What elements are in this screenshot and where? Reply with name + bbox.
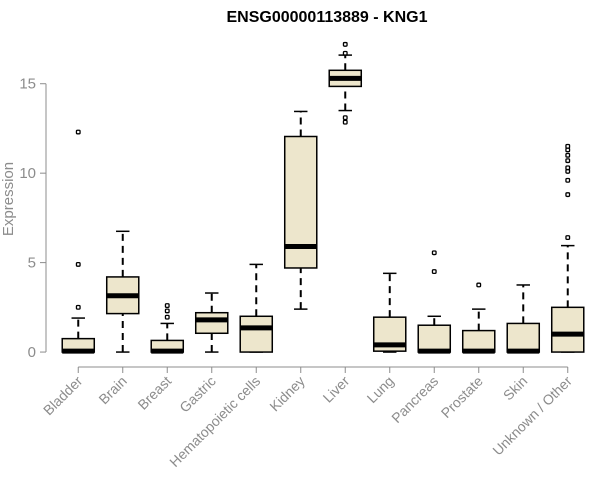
y-axis-label: Expression (0, 162, 17, 236)
box-pancreas (417, 250, 452, 354)
outlier-point (75, 304, 81, 310)
y-tick-label: 10 (19, 165, 36, 182)
outlier-point (342, 115, 348, 121)
x-tick-label: Unknown / Other (489, 373, 575, 459)
x-tick-label: Pancreas (388, 373, 441, 426)
outlier-point (75, 129, 81, 135)
x-tick-label: Kidney (266, 373, 308, 415)
outlier-point (431, 269, 437, 275)
x-tick-label: Bladder (40, 373, 86, 419)
iqr-box (550, 306, 585, 353)
box-kidney (283, 110, 318, 310)
box-prostate (461, 282, 496, 354)
x-tick-label: Liver (320, 373, 353, 406)
iqr-box (417, 324, 452, 353)
iqr-box (506, 322, 541, 353)
y-tick-label: 0 (28, 344, 36, 361)
x-tick-label: Prostate (438, 373, 486, 421)
iqr-box (239, 315, 274, 353)
outlier-point (342, 50, 348, 56)
box-gastric (194, 292, 229, 353)
x-tick-label: Gastric (176, 373, 219, 416)
y-tick-label: 15 (19, 76, 36, 93)
box-skin (506, 284, 541, 354)
outlier-point (565, 177, 571, 183)
outlier-point (476, 282, 482, 288)
x-tick-label: Brain (95, 373, 129, 407)
outlier-point (565, 165, 571, 171)
y-axis: 0 5 10 15 (19, 76, 47, 361)
outlier-point (565, 143, 571, 149)
chart-title: ENSG00000113889 - KNG1 (226, 9, 427, 26)
outlier-point (431, 250, 437, 256)
box-lung (372, 272, 407, 353)
box-brain (105, 230, 140, 353)
x-tick-label: Breast (134, 373, 174, 413)
outlier-point (164, 303, 170, 308)
x-tick-label: Lung (364, 373, 397, 406)
iqr-box (194, 311, 229, 335)
box-liver (328, 41, 363, 125)
box-hematopoietic-cells (239, 263, 274, 353)
box-series (61, 41, 585, 354)
y-tick-label: 5 (28, 255, 36, 272)
outlier-point (342, 119, 348, 125)
outlier-point (342, 41, 348, 47)
outlier-point (565, 152, 571, 158)
outlier-point (565, 235, 571, 241)
box-unknown-other (550, 143, 585, 353)
outlier-point (164, 308, 170, 314)
outlier-point (164, 314, 170, 320)
x-tick-label: Skin (500, 373, 531, 404)
outlier-point (565, 192, 571, 198)
outlier-point (75, 261, 81, 267)
box-breast (150, 303, 185, 354)
box-bladder (61, 129, 96, 354)
outlier-point (565, 158, 571, 164)
